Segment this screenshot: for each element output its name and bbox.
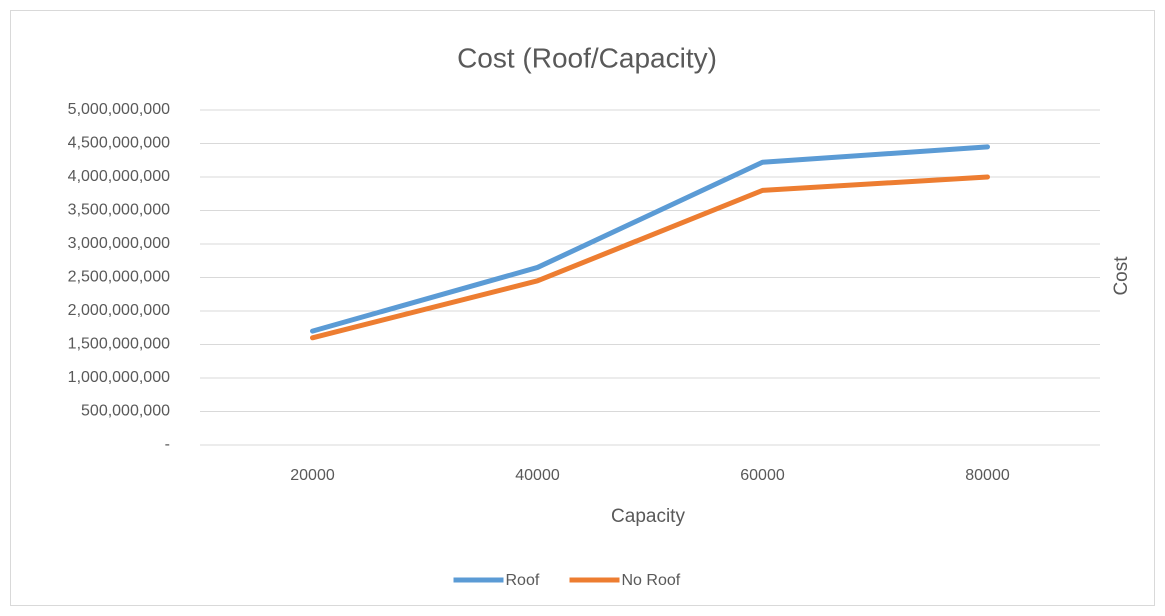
line-series xyxy=(310,174,990,341)
x-tick-label: 20000 xyxy=(290,467,335,484)
line-series xyxy=(310,144,990,334)
legend-label: Roof xyxy=(506,572,540,589)
chart-title: Cost (Roof/Capacity) xyxy=(457,42,717,73)
chart-border xyxy=(10,10,1155,606)
x-tick-label: 40000 xyxy=(515,467,560,484)
y-axis-title: Cost xyxy=(1111,256,1132,296)
y-tick-label: 1,500,000,000 xyxy=(68,336,170,353)
x-axis-title: Capacity xyxy=(611,506,685,527)
y-tick-label: 4,000,000,000 xyxy=(68,168,170,185)
y-tick-label: 2,500,000,000 xyxy=(68,269,170,286)
y-tick-label: - xyxy=(165,436,170,453)
y-tick-label: 1,000,000,000 xyxy=(68,369,170,386)
y-tick-label: 3,500,000,000 xyxy=(68,202,170,219)
x-tick-label: 60000 xyxy=(740,467,785,484)
y-tick-label: 2,000,000,000 xyxy=(68,302,170,319)
y-tick-label: 4,500,000,000 xyxy=(68,135,170,152)
y-tick-label: 5,000,000,000 xyxy=(68,101,170,118)
y-tick-label: 500,000,000 xyxy=(81,403,170,420)
legend-label: No Roof xyxy=(622,572,681,589)
x-tick-label: 80000 xyxy=(965,467,1010,484)
y-tick-label: 3,000,000,000 xyxy=(68,235,170,252)
